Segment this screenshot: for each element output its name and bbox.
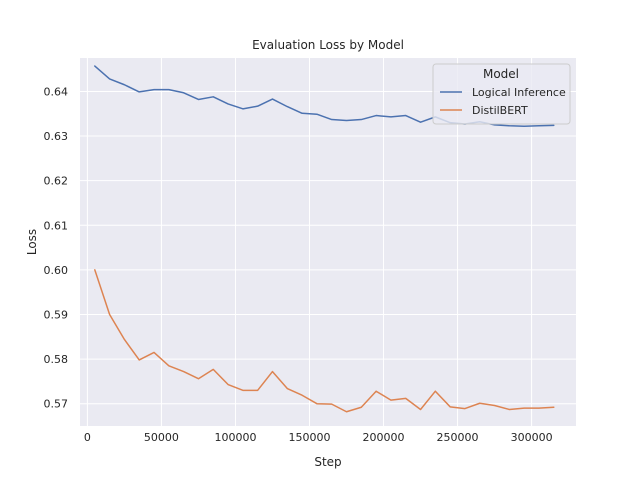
x-tick-label: 250000 bbox=[437, 431, 479, 444]
x-tick-label: 200000 bbox=[363, 431, 405, 444]
x-tick-label: 150000 bbox=[288, 431, 330, 444]
y-tick-label: 0.64 bbox=[44, 85, 69, 98]
x-axis-title: Step bbox=[314, 455, 341, 469]
legend-title: Model bbox=[483, 67, 519, 81]
chart-title: Evaluation Loss by Model bbox=[252, 38, 404, 52]
x-tick-label: 100000 bbox=[214, 431, 256, 444]
legend-label: DistilBERT bbox=[472, 104, 528, 117]
y-tick-labels: 0.57 0.58 0.59 0.60 0.61 0.62 0.63 0.64 bbox=[44, 85, 69, 410]
legend: Model Logical Inference DistilBERT bbox=[432, 63, 571, 125]
y-tick-label: 0.59 bbox=[44, 308, 69, 321]
y-tick-label: 0.60 bbox=[44, 264, 69, 277]
x-tick-label: 0 bbox=[84, 431, 91, 444]
x-tick-label: 300000 bbox=[511, 431, 553, 444]
series-line-1 bbox=[94, 269, 555, 413]
x-tick-labels: 0 50000 100000 150000 200000 250000 300000 bbox=[84, 431, 553, 444]
y-tick-label: 0.63 bbox=[44, 130, 69, 143]
y-tick-label: 0.62 bbox=[44, 175, 69, 188]
y-axis-title: Loss bbox=[25, 229, 39, 255]
legend-items: Logical Inference DistilBERT bbox=[440, 86, 566, 117]
x-tick-label: 50000 bbox=[144, 431, 179, 444]
y-tick-label: 0.58 bbox=[44, 353, 69, 366]
y-tick-label: 0.57 bbox=[44, 398, 69, 411]
y-tick-label: 0.61 bbox=[44, 219, 69, 232]
legend-label: Logical Inference bbox=[472, 86, 566, 99]
legend-box bbox=[432, 63, 571, 125]
